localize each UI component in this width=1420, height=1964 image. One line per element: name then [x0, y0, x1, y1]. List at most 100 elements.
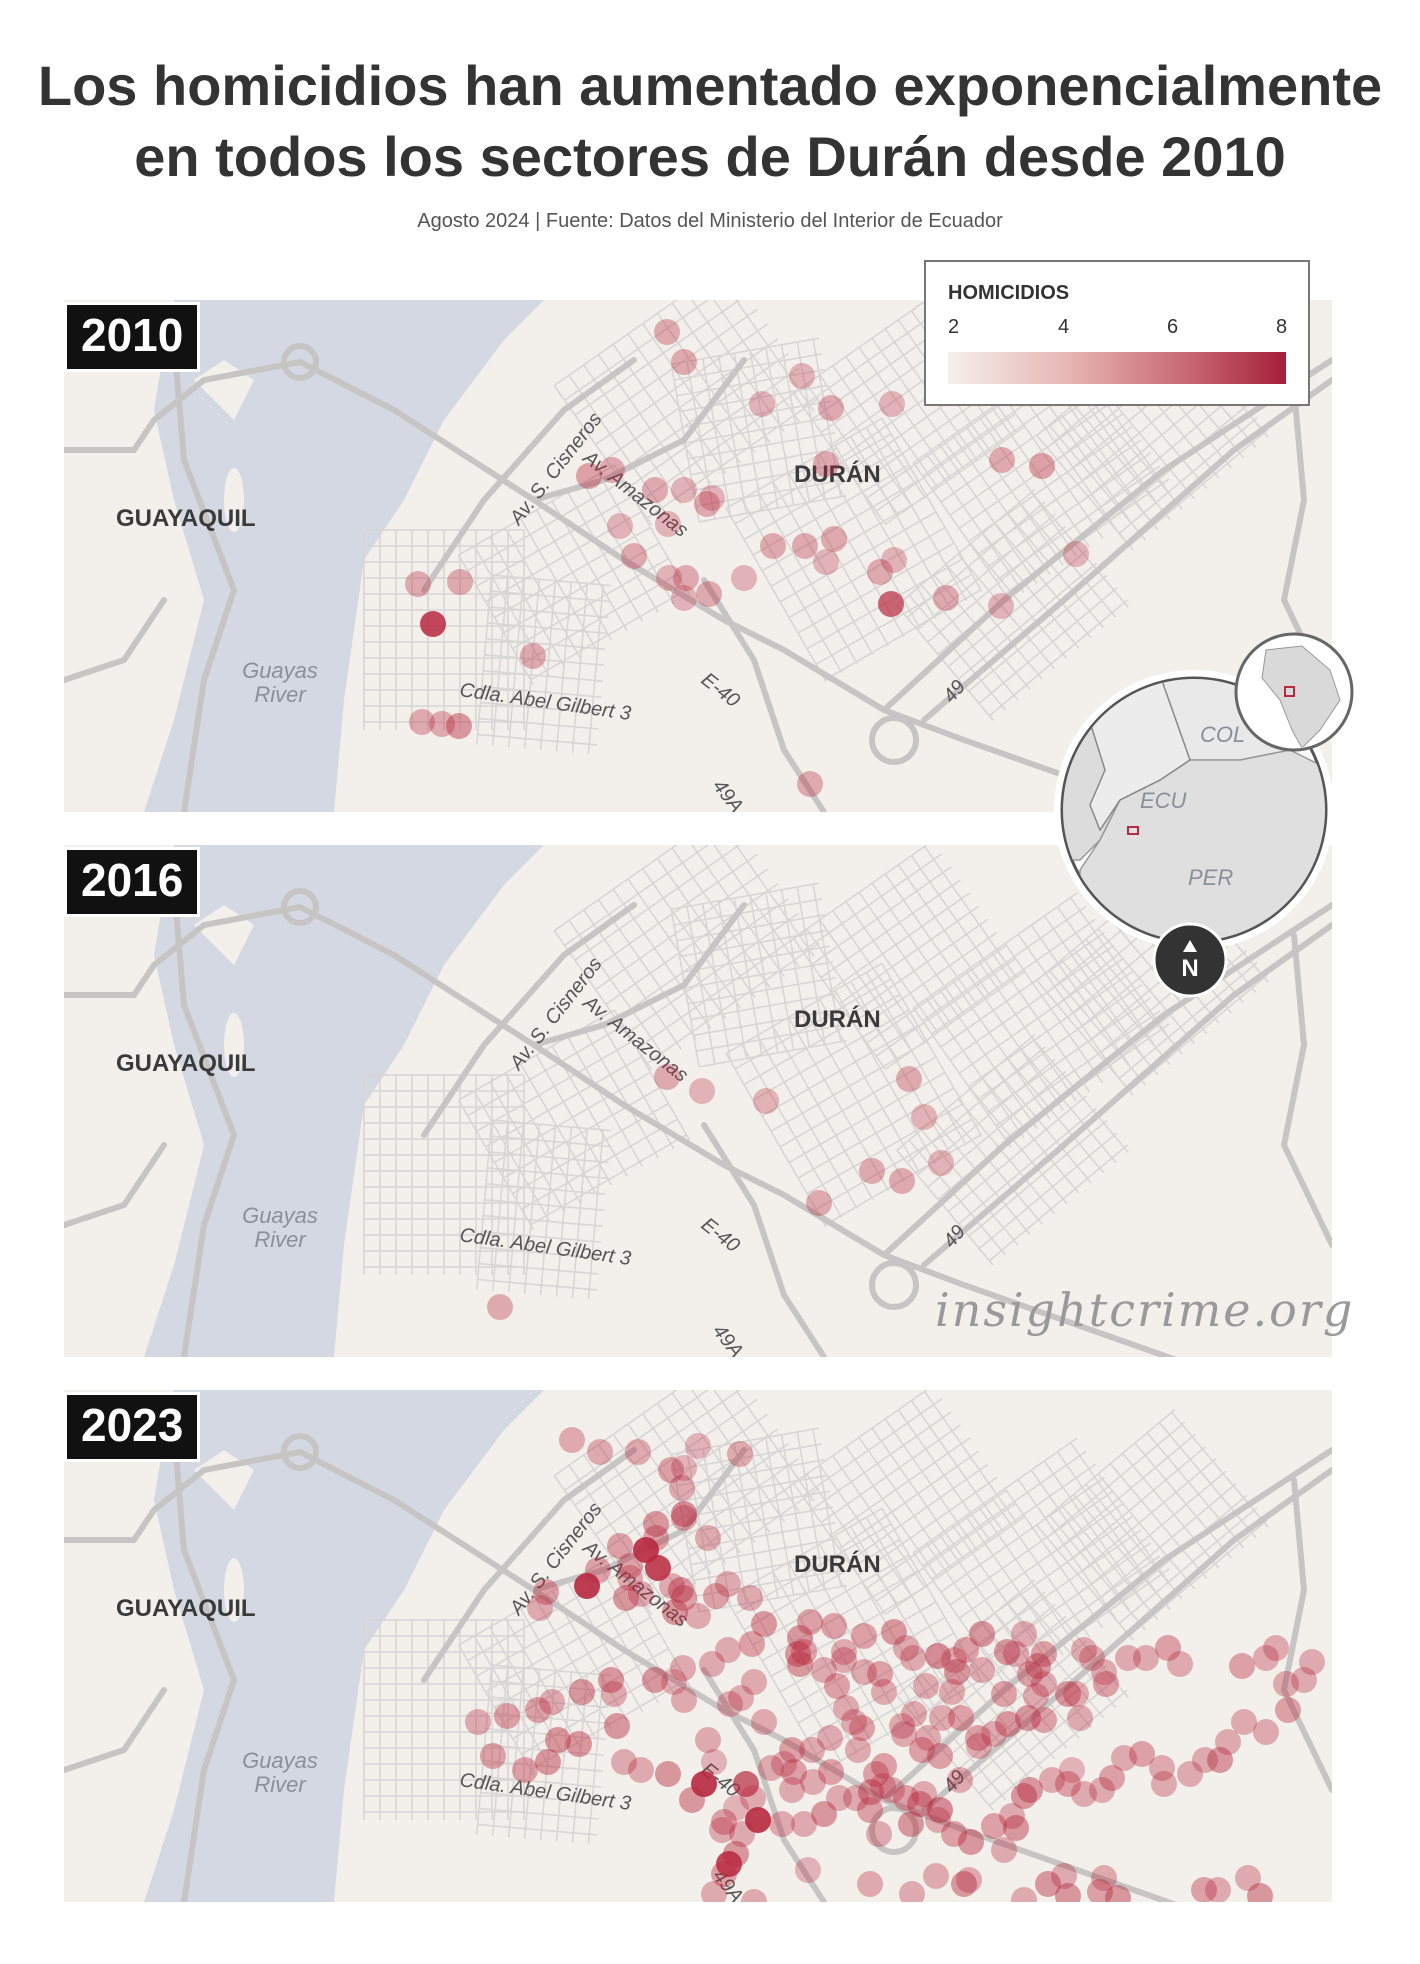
homicide-marker: [907, 1791, 933, 1817]
homicide-marker: [956, 1867, 982, 1893]
homicide-marker: [420, 611, 446, 637]
homicide-marker: [699, 485, 725, 511]
homicide-marker: [1263, 1635, 1289, 1661]
homicide-marker: [703, 1583, 729, 1609]
label-guayaquil: GUAYAQUIL: [116, 505, 256, 532]
homicide-marker: [1207, 1747, 1233, 1773]
homicide-marker: [989, 447, 1015, 473]
homicide-marker: [785, 1641, 811, 1667]
homicide-marker: [1275, 1697, 1301, 1723]
homicide-marker: [899, 1881, 925, 1902]
homicide-marker: [695, 1727, 721, 1753]
year-label-2010: 2010: [64, 302, 201, 372]
homicide-marker: [871, 1753, 897, 1779]
homicide-marker: [863, 1761, 889, 1787]
homicide-marker: [1079, 1645, 1105, 1671]
homicide-marker: [604, 1713, 630, 1739]
homicide-marker: [800, 1769, 826, 1795]
map-panel-2023: GUAYAQUIL DURÁN Guayas River Av. S. Cisneros…: [64, 1390, 1332, 1902]
homicide-marker: [901, 1701, 927, 1727]
homicide-marker: [751, 1709, 777, 1735]
homicide-marker: [539, 1689, 565, 1715]
homicide-marker: [1031, 1641, 1057, 1667]
homicide-marker: [879, 1777, 905, 1803]
homicide-marker: [1011, 1887, 1037, 1902]
homicide-marker: [991, 1681, 1017, 1707]
watermark: insightcrime.org: [935, 1283, 1355, 1337]
homicide-marker: [893, 1785, 919, 1811]
homicide-marker: [668, 1577, 694, 1603]
homicide-marker: [1011, 1783, 1037, 1809]
homicide-marker: [779, 1737, 805, 1763]
homicide-marker: [1063, 1681, 1089, 1707]
homicide-marker: [911, 1781, 937, 1807]
homicide-marker: [909, 1737, 935, 1763]
homicide-marker: [699, 1651, 725, 1677]
homicide-marker: [574, 1573, 600, 1599]
homicide-marker: [1253, 1719, 1279, 1745]
legend-tick-2: 2: [948, 316, 960, 338]
homicide-marker: [1059, 1757, 1085, 1783]
homicide-marker: [685, 1433, 711, 1459]
homicide-marker: [1235, 1865, 1261, 1891]
homicide-marker: [1029, 453, 1055, 479]
homicide-marker: [487, 1294, 513, 1320]
homicide-marker: [845, 1737, 871, 1763]
river-island: [224, 1013, 244, 1077]
homicide-marker: [559, 1427, 585, 1453]
homicide-marker: [995, 1711, 1021, 1737]
homicide-marker: [671, 477, 697, 503]
homicide-marker: [1105, 1885, 1131, 1902]
locator-marker: [1127, 826, 1139, 835]
homicide-marker: [813, 451, 839, 477]
homicide-marker: [928, 1150, 954, 1176]
homicide-marker: [893, 1635, 919, 1661]
homicide-marker: [878, 591, 904, 617]
homicide-marker: [958, 1829, 984, 1855]
homicide-marker: [643, 1511, 669, 1537]
homicide-marker: [598, 1667, 624, 1693]
homicide-marker: [607, 1533, 633, 1559]
homicide-marker: [1017, 1661, 1043, 1687]
homicide-marker: [628, 1581, 654, 1607]
homicide-marker: [1055, 1771, 1081, 1797]
main-roads: [64, 337, 1332, 812]
homicide-marker: [1151, 1771, 1177, 1797]
homicide-marker: [576, 463, 602, 489]
homicide-marker: [599, 457, 625, 483]
homicide-marker: [480, 1743, 506, 1769]
legend: HOMICIDIOS 2 4 6 8: [924, 260, 1310, 406]
homicide-marker: [851, 1623, 877, 1649]
homicide-marker: [789, 363, 815, 389]
homicide-marker: [1031, 1707, 1057, 1733]
homicide-marker: [1229, 1653, 1255, 1679]
label-guayaquil: GUAYAQUIL: [116, 1050, 256, 1077]
homicide-marker: [1231, 1709, 1257, 1735]
homicide-marker: [545, 1727, 571, 1753]
homicide-marker: [944, 1659, 970, 1685]
homicide-marker: [1051, 1863, 1077, 1889]
homicide-marker: [671, 1501, 697, 1527]
homicide-marker: [685, 1603, 711, 1629]
homicide-marker: [671, 349, 697, 375]
homicide-marker: [1177, 1761, 1203, 1787]
homicide-marker: [871, 1679, 897, 1705]
homicide-marker: [799, 1737, 825, 1763]
homicide-marker: [527, 1595, 553, 1621]
homicide-marker: [655, 1761, 681, 1787]
homicide-marker: [889, 1168, 915, 1194]
homicide-marker: [1089, 1777, 1115, 1803]
homicide-marker: [1253, 1645, 1279, 1671]
homicide-marker: [659, 1573, 685, 1599]
homicide-marker: [797, 1609, 823, 1635]
label-guayas-river: Guayas River: [242, 658, 318, 707]
homicide-marker: [797, 771, 823, 797]
homicide-marker: [1192, 1747, 1218, 1773]
homicide-marker: [866, 1821, 892, 1847]
homicide-marker: [1017, 1777, 1043, 1803]
homicide-marker: [1087, 1879, 1113, 1902]
homicide-marker: [1133, 1645, 1159, 1671]
homicide-marker: [817, 1725, 843, 1751]
homicide-marker: [1115, 1645, 1141, 1671]
homicide-marker: [1025, 1653, 1051, 1679]
